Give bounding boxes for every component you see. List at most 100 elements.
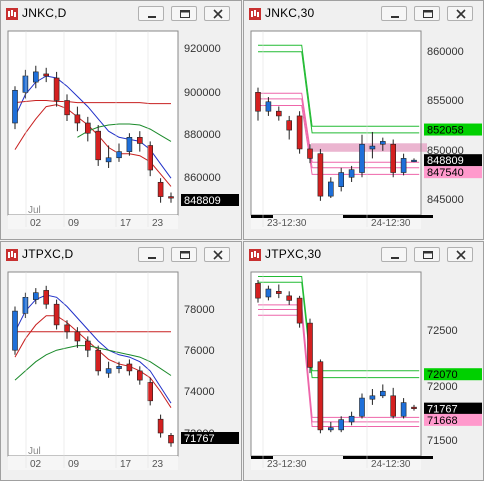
chart-area[interactable]: 23-12:30 24-12:30 860000 855000 850000 845000… xyxy=(245,27,482,237)
moving-average-line xyxy=(14,104,172,187)
candle-body xyxy=(168,435,174,444)
candle-body xyxy=(348,169,355,178)
candle-body xyxy=(12,310,18,351)
candle-body xyxy=(64,324,70,333)
band-line xyxy=(258,105,420,175)
plot-background xyxy=(8,272,178,456)
candle-body xyxy=(411,159,417,162)
chart-window-jtpxc-daily[interactable]: JTPXC,D 02091723Jul780007600074000720007… xyxy=(0,241,242,481)
x-axis-marker xyxy=(251,456,273,459)
candle-body xyxy=(369,145,376,150)
x-axis-label: 23-12:30 xyxy=(267,459,307,470)
price-label-background xyxy=(181,194,239,206)
chart-window-jtpxc-30min[interactable]: JTPXC,30 23-12:30 24-12:30 72500 72000 71500… xyxy=(243,241,484,481)
chart-window-jnkc-daily[interactable]: JNKC,D 02 09 17 23 Jul 920000 900000 880000 8600… xyxy=(0,0,242,240)
price-label: 852058 xyxy=(427,125,464,137)
candle-body xyxy=(359,143,365,173)
x-axis-label: 23 xyxy=(152,218,164,229)
window-title-bar[interactable]: JNKC,D xyxy=(1,1,241,25)
price-label: 72070 xyxy=(427,369,458,381)
candle-body xyxy=(157,181,164,197)
minimize-icon xyxy=(148,16,156,18)
y-axis-label: 880000 xyxy=(184,129,221,141)
chart-app-icon xyxy=(6,249,18,261)
candle-body xyxy=(32,71,39,83)
price-label-background xyxy=(424,166,482,179)
price-label: 71767 xyxy=(427,404,458,416)
candle-body xyxy=(411,406,417,409)
minimize-button[interactable] xyxy=(381,247,407,262)
restore-button[interactable] xyxy=(171,247,197,262)
x-axis-label: 24-12:30 xyxy=(371,218,411,229)
restore-button[interactable] xyxy=(414,6,440,21)
price-label: 848809 xyxy=(427,155,464,167)
window-title: JNKC,D xyxy=(22,6,67,20)
restore-icon xyxy=(180,251,190,259)
window-title-bar[interactable]: JTPXC,30 xyxy=(244,242,483,266)
close-button[interactable] xyxy=(447,247,473,262)
band-line xyxy=(258,44,420,127)
x-axis-label: 02 xyxy=(30,459,42,470)
candle-body xyxy=(296,115,303,150)
moving-average-line xyxy=(14,345,172,381)
window-title: JTPXC,D xyxy=(22,247,74,261)
candle-body xyxy=(137,137,143,144)
band-line xyxy=(258,98,420,169)
chart-window-jnkc-30min[interactable]: JNKC,30 23-12:30 24-12:30 860000 855000 8500… xyxy=(243,0,484,240)
candle-body xyxy=(105,368,112,374)
y-axis-label: 845000 xyxy=(427,194,464,206)
close-button[interactable] xyxy=(447,6,473,21)
candle-body xyxy=(95,349,101,372)
candle-body xyxy=(43,73,50,77)
candle-body xyxy=(380,141,386,145)
restore-icon xyxy=(180,10,190,18)
candle-body xyxy=(296,297,303,324)
candle-body xyxy=(359,397,365,417)
close-icon xyxy=(213,250,223,260)
close-icon xyxy=(456,250,466,260)
window-title-bar[interactable]: JNKC,30 xyxy=(244,1,483,25)
minimize-button[interactable] xyxy=(381,6,407,21)
window-title: JNKC,30 xyxy=(265,6,315,20)
candle-body xyxy=(32,292,39,300)
window-title: JTPXC,30 xyxy=(265,247,322,261)
chart-area[interactable]: 02 09 17 23 Jul 920000 900000 880000 860000 84880… xyxy=(2,27,240,237)
chart-area[interactable]: 02091723Jul7800076000740007200071767 xyxy=(2,268,240,478)
chart-area[interactable]: 23-12:30 24-12:30 72500 72000 71500 72070 7176… xyxy=(245,268,482,478)
close-button[interactable] xyxy=(204,247,230,262)
candle-body xyxy=(116,151,122,159)
y-axis-label: 850000 xyxy=(427,145,464,157)
restore-button[interactable] xyxy=(171,6,197,21)
x-axis-bar xyxy=(8,215,178,229)
close-icon xyxy=(213,9,223,19)
candle-body xyxy=(168,196,174,199)
close-button[interactable] xyxy=(204,6,230,21)
band-line xyxy=(258,276,420,372)
moving-average-line xyxy=(77,123,172,142)
candle-body xyxy=(147,382,153,402)
x-axis-marker xyxy=(343,456,433,459)
band-line xyxy=(258,314,420,427)
x-axis-month-label: Jul xyxy=(28,446,41,457)
candle-body xyxy=(265,288,272,298)
plot-background xyxy=(251,272,421,456)
candle-body xyxy=(307,148,313,159)
y-axis-label: 72000 xyxy=(427,381,458,393)
restore-icon xyxy=(423,251,433,259)
price-label: 71668 xyxy=(427,415,458,427)
minimize-button[interactable] xyxy=(138,6,164,21)
minimize-button[interactable] xyxy=(138,247,164,262)
candle-body xyxy=(137,370,143,381)
window-title-bar[interactable]: JTPXC,D xyxy=(1,242,241,266)
x-axis-label: 23-12:30 xyxy=(267,218,307,229)
price-label-background xyxy=(424,368,482,381)
x-axis-month-label: Jul xyxy=(28,205,41,216)
band-line xyxy=(258,281,420,379)
moving-average-line xyxy=(14,315,172,408)
candle-body xyxy=(116,366,122,369)
chart-app-icon xyxy=(249,249,261,261)
restore-button[interactable] xyxy=(414,247,440,262)
candle-body xyxy=(12,89,18,124)
candle-body xyxy=(85,122,91,134)
price-label-background xyxy=(424,154,482,167)
